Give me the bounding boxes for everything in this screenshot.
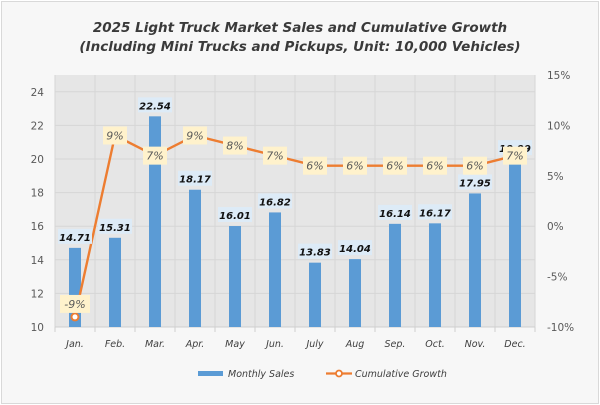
growth-label-background <box>303 156 327 175</box>
bar-value-label: 16.01 <box>219 211 251 222</box>
y-left-tick-label: 14 <box>31 255 45 267</box>
growth-label-background <box>223 136 247 155</box>
growth-value-label: 6% <box>386 160 403 173</box>
x-tick-label: Dec. <box>504 339 525 350</box>
bar-value-label: 13.83 <box>299 248 331 259</box>
x-tick-label: Sep. <box>385 339 406 350</box>
bar-value-label: 15.31 <box>99 223 131 234</box>
bar <box>189 189 201 327</box>
bar <box>109 237 121 327</box>
y-left-tick-label: 20 <box>31 154 44 166</box>
growth-label-background <box>103 126 127 145</box>
x-tick-label: Feb. <box>105 339 125 350</box>
y-left-tick-label: 12 <box>31 288 44 300</box>
growth-value-label: 7% <box>266 150 283 163</box>
growth-value-label: 7% <box>506 150 523 163</box>
bar-value-label: 16.14 <box>379 209 411 220</box>
bar-label-background <box>218 207 252 223</box>
x-tick-label: Aug <box>345 339 365 350</box>
bar-label-background <box>258 193 292 209</box>
y-left-tick-label: 22 <box>31 120 44 132</box>
growth-label-background <box>383 156 407 175</box>
bar <box>389 223 401 327</box>
growth-value-label: 8% <box>226 140 243 153</box>
bar <box>229 226 241 327</box>
x-tick-label: Nov. <box>465 339 486 350</box>
bar-value-label: 18.17 <box>179 175 211 186</box>
bar-value-label: 17.95 <box>459 178 491 189</box>
y-right-tick-label: 0% <box>547 221 564 233</box>
bar <box>349 259 361 327</box>
bar <box>469 193 481 327</box>
growth-value-label: 9% <box>106 129 123 142</box>
bar-label-background <box>378 204 412 220</box>
bar <box>309 262 321 327</box>
growth-value-label: 7% <box>146 150 163 163</box>
bar-label-background <box>418 204 452 220</box>
growth-label-background <box>143 146 167 165</box>
x-tick-label: May <box>225 339 245 350</box>
bar-label-background <box>298 243 332 259</box>
growth-label-background <box>343 156 367 175</box>
y-right-tick-label: -5% <box>547 272 567 284</box>
bar-value-label: 14.71 <box>59 233 91 244</box>
y-left-tick-label: 10 <box>31 322 44 334</box>
growth-value-label: 6% <box>426 160 443 173</box>
y-left-tick-label: 18 <box>31 188 44 200</box>
bar-label-background <box>58 228 92 244</box>
bar-value-label: 16.17 <box>419 208 451 219</box>
x-tick-label: Apr. <box>185 339 205 350</box>
bar-value-label: 14.04 <box>339 244 371 255</box>
bar-label-background <box>98 218 132 234</box>
legend-label-cumulative-growth: Cumulative Growth <box>355 369 447 380</box>
plot-area: 10 12 14 16 18 20 22 24 -10% -5% 0% 5% 10% 15% Jan. Feb… <box>31 70 575 350</box>
y-right-tick-label: -10% <box>547 322 574 334</box>
x-tick-label: Oct. <box>425 339 444 350</box>
growth-label-background <box>183 126 207 145</box>
y-right-tick-label: 10% <box>547 120 570 132</box>
growth-label-background <box>503 146 527 165</box>
chart-subtitle: (Including Mini Trucks and Pickups, Unit… <box>79 39 520 55</box>
growth-point <box>70 312 80 322</box>
bar-value-label: 16.82 <box>259 197 291 208</box>
growth-value-label: 9% <box>186 129 203 142</box>
legend-marker-cumulative-growth <box>335 369 343 378</box>
legend-swatch-monthly-sales <box>198 371 223 376</box>
x-tick-label: Mar. <box>145 339 165 350</box>
y-right-tick-label: 15% <box>547 70 570 82</box>
bar-label-background <box>338 240 372 256</box>
growth-value-label: 6% <box>306 160 323 173</box>
growth-label-background <box>423 156 447 175</box>
growth-value-label: 6% <box>346 160 363 173</box>
growth-value-label: 6% <box>466 160 483 173</box>
y-left-tick-label: 16 <box>31 221 45 233</box>
x-tick-label: Jan. <box>64 339 84 350</box>
x-tick-label: Jun. <box>264 339 284 350</box>
growth-label-background <box>60 294 90 313</box>
y-left-tick-label: 24 <box>31 87 45 99</box>
bar-label-background <box>138 97 172 113</box>
bar <box>149 116 161 327</box>
legend: Monthly Sales Cumulative Growth <box>198 369 447 380</box>
bar-value-label: 22.54 <box>139 101 171 112</box>
bar-label-background <box>178 170 212 186</box>
y-right-tick-label: 5% <box>547 171 564 183</box>
growth-label-background <box>263 146 287 165</box>
bar-label-background <box>458 174 492 190</box>
bar <box>509 159 521 327</box>
x-tick-label: July <box>304 339 323 350</box>
legend-label-monthly-sales: Monthly Sales <box>228 369 294 380</box>
growth-label-background <box>463 156 487 175</box>
bar <box>269 212 281 327</box>
bar <box>429 223 441 327</box>
chart-title: 2025 Light Truck Market Sales and Cumula… <box>93 20 507 36</box>
growth-value-label: -9% <box>64 298 85 311</box>
